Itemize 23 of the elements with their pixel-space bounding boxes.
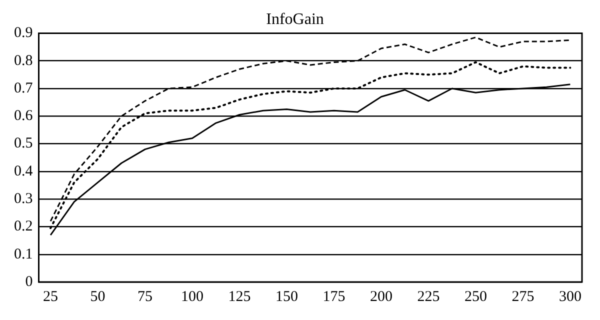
y-tick-label: 0 xyxy=(25,274,33,290)
x-tick-label: 250 xyxy=(464,288,487,305)
chart-title: InfoGain xyxy=(266,10,324,28)
x-tick-label: 300 xyxy=(558,288,582,305)
y-tick-label: 0.3 xyxy=(14,191,33,208)
y-tick-label: 0.6 xyxy=(14,108,34,124)
x-tick-label: 50 xyxy=(90,288,106,305)
x-tick-label: 75 xyxy=(138,288,153,305)
x-tick-label: 125 xyxy=(228,288,251,305)
y-tick-label: 0.1 xyxy=(14,246,33,262)
y-tick-label: 0.4 xyxy=(14,163,34,180)
x-tick-label: 150 xyxy=(276,288,298,305)
y-tick-label: 0.5 xyxy=(14,136,33,152)
x-tick-label: 175 xyxy=(322,288,346,305)
y-tick-label: 0.8 xyxy=(14,52,33,69)
x-tick-label: 275 xyxy=(512,288,534,305)
y-tick-label: 0.9 xyxy=(14,25,33,42)
x-tick-label: 25 xyxy=(43,288,58,305)
x-tick-label: 225 xyxy=(417,288,440,305)
x-tick-label: 200 xyxy=(370,288,392,305)
y-tick-label: 0.2 xyxy=(14,218,33,235)
y-tick-label: 0.7 xyxy=(14,80,34,96)
x-tick-label: 100 xyxy=(181,288,204,305)
